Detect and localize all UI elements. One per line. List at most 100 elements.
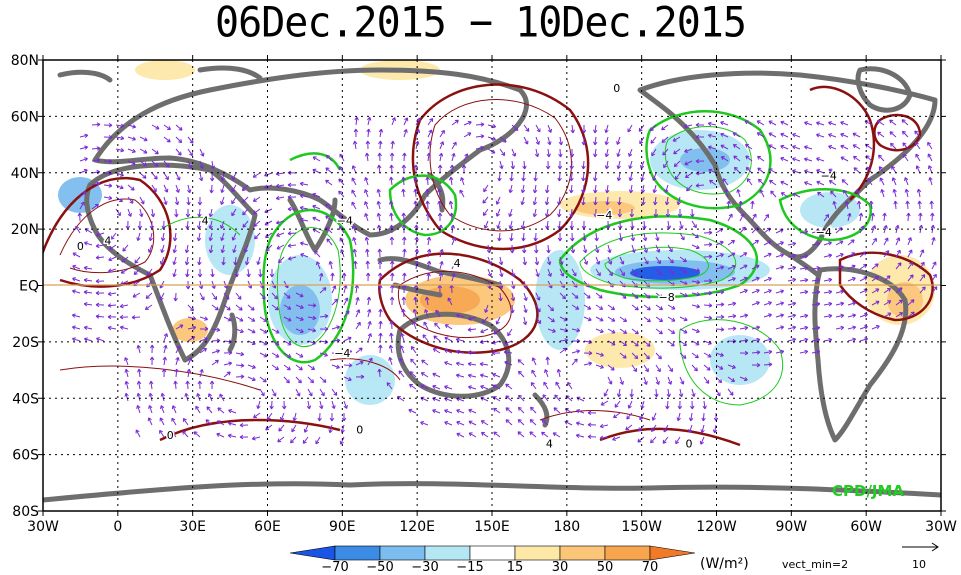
wind-vector <box>432 348 441 354</box>
wind-vector <box>247 364 256 369</box>
wind-vector <box>364 213 369 222</box>
wind-vector <box>235 304 243 311</box>
wind-vector <box>529 419 537 426</box>
wind-vector <box>583 361 593 366</box>
wind-vector <box>115 147 125 153</box>
wind-vector <box>107 325 117 331</box>
wind-vector <box>505 407 513 414</box>
wind-vector <box>187 160 193 169</box>
wind-vector <box>915 165 921 174</box>
wind-vector <box>558 136 564 146</box>
wind-vector <box>686 184 693 192</box>
wind-vector <box>830 190 837 198</box>
wind-vector <box>599 435 609 441</box>
wind-vector <box>835 301 845 306</box>
wind-vector <box>199 326 209 332</box>
wind-vector <box>271 328 280 334</box>
wind-vector <box>907 261 914 270</box>
wind-vector <box>557 196 562 206</box>
longitude-label: 120E <box>399 519 435 535</box>
wind-vector <box>732 132 741 138</box>
wind-vector <box>338 166 345 174</box>
wind-vector <box>543 381 549 390</box>
wind-vector <box>535 292 541 301</box>
colorbar-swatch <box>424 545 471 561</box>
wind-vector <box>744 120 753 126</box>
wind-vector <box>542 394 549 402</box>
wind-vector <box>847 276 856 282</box>
wind-vector <box>700 424 705 434</box>
wind-vector <box>283 364 291 371</box>
wind-vector <box>604 136 609 146</box>
wind-vector <box>655 364 661 373</box>
axis-ticks <box>38 55 946 516</box>
wind-vector <box>331 364 340 369</box>
wind-vector <box>835 240 844 246</box>
wind-vector <box>317 412 322 422</box>
wind-vector <box>413 296 418 306</box>
wind-vector <box>223 316 232 322</box>
wind-vector <box>147 244 153 253</box>
wind-vector <box>507 328 513 337</box>
wind-vector <box>252 172 261 178</box>
wind-vector <box>676 196 681 206</box>
wind-vector <box>233 256 238 266</box>
wind-vector <box>859 325 868 330</box>
wind-vector <box>72 252 81 258</box>
wind-vector <box>451 261 457 270</box>
wind-vector <box>127 136 136 141</box>
wind-vector <box>468 432 477 438</box>
longitude-label: 60E <box>254 519 281 535</box>
wind-vector <box>223 292 230 300</box>
wind-vector <box>107 314 117 320</box>
wind-vector <box>629 388 634 398</box>
wind-vector <box>715 253 724 258</box>
wind-vector <box>521 232 526 242</box>
wind-vector <box>727 314 737 319</box>
wind-vector <box>534 256 540 266</box>
wind-vector <box>199 337 208 342</box>
wind-vector <box>427 118 434 126</box>
wind-vector <box>508 184 513 194</box>
wind-vector <box>823 214 830 222</box>
wind-vector <box>509 232 514 242</box>
wind-vector <box>319 272 324 282</box>
wind-vector <box>491 350 501 356</box>
wind-vector <box>351 201 357 210</box>
wind-vector <box>695 158 705 164</box>
wind-vector <box>364 152 370 162</box>
wind-vector <box>389 152 395 162</box>
colorbar-label: 50 <box>597 560 614 575</box>
wind-vector <box>510 160 516 170</box>
wind-vector <box>197 268 203 278</box>
wind-vector <box>569 160 574 170</box>
wind-vector <box>575 421 585 426</box>
wind-vector <box>271 388 277 397</box>
wind-vector <box>619 256 625 265</box>
wind-vector <box>715 265 725 270</box>
wind-vector <box>197 380 203 390</box>
colorbar-swatch <box>379 545 426 561</box>
wind-vector <box>467 373 477 378</box>
contour-labels: 0 4 −4 4 0 −4 −4 4 −8 −4 −4 0 0 4 0 <box>75 81 838 452</box>
wind-vector <box>136 232 141 242</box>
wind-vector <box>727 252 736 258</box>
wind-vector <box>136 392 141 402</box>
wind-vector <box>639 412 645 421</box>
wind-vector <box>185 220 190 230</box>
wind-vector <box>438 272 444 282</box>
wind-vector <box>727 326 737 331</box>
wind-vector <box>242 208 249 216</box>
wind-vector <box>110 232 117 240</box>
wind-vector <box>95 314 105 319</box>
wind-vector <box>124 368 129 378</box>
wind-vector <box>390 140 395 150</box>
wind-vector <box>739 252 748 258</box>
wind-vector <box>148 232 154 242</box>
wind-vector <box>91 146 101 151</box>
wind-vector <box>517 431 525 438</box>
wind-vector <box>552 432 561 438</box>
wind-vector <box>571 349 581 354</box>
wind-vector <box>679 352 687 359</box>
wind-vector <box>264 172 273 177</box>
